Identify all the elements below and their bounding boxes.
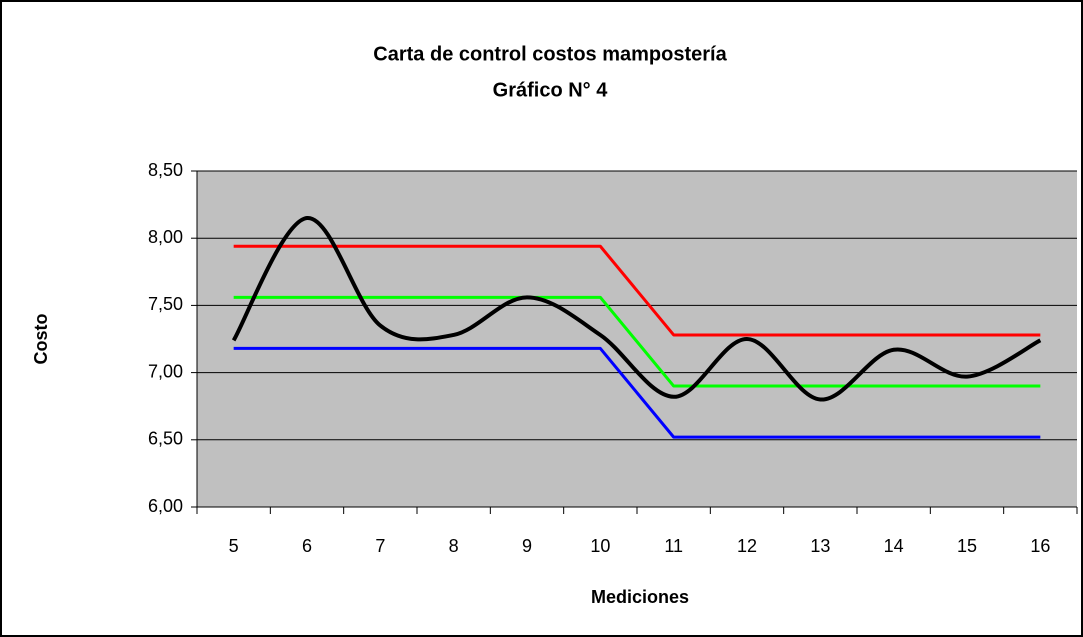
x-tick-label: 9	[522, 536, 532, 556]
chart-title: Carta de control costos mampostería	[373, 43, 727, 65]
y-tick-label: 8,50	[148, 160, 183, 180]
y-axis-label: Costo	[31, 314, 51, 365]
x-axis-label: Mediciones	[591, 587, 689, 607]
chart-subtitle: Gráfico N° 4	[493, 79, 609, 101]
series-line	[233, 346, 1041, 439]
y-tick-label: 6,00	[148, 496, 183, 516]
x-tick-label: 10	[590, 536, 610, 556]
x-tick-label: 15	[957, 536, 977, 556]
y-tick-label: 7,50	[148, 294, 183, 314]
x-tick-label: 11	[664, 536, 683, 556]
x-tick-label: 8	[449, 536, 459, 556]
x-tick-label: 7	[375, 536, 385, 556]
x-tick-label: 5	[229, 536, 239, 556]
x-tick-label: 14	[884, 536, 904, 556]
x-tick-label: 13	[810, 536, 830, 556]
x-tick-label: 12	[737, 536, 757, 556]
series-line	[231, 216, 1042, 402]
x-tick-label: 16	[1030, 536, 1050, 556]
plot-area	[197, 171, 1077, 507]
y-tick-label: 6,50	[148, 429, 183, 449]
x-tick-label: 6	[302, 536, 312, 556]
series-line	[233, 295, 1041, 388]
series-line	[233, 244, 1041, 337]
y-tick-label: 8,00	[148, 227, 183, 247]
y-tick-label: 7,00	[148, 361, 183, 381]
